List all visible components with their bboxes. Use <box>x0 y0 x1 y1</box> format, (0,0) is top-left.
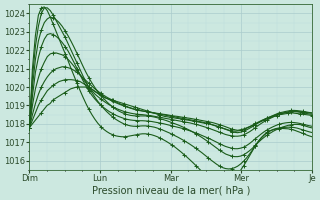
X-axis label: Pression niveau de la mer( hPa ): Pression niveau de la mer( hPa ) <box>92 186 250 196</box>
